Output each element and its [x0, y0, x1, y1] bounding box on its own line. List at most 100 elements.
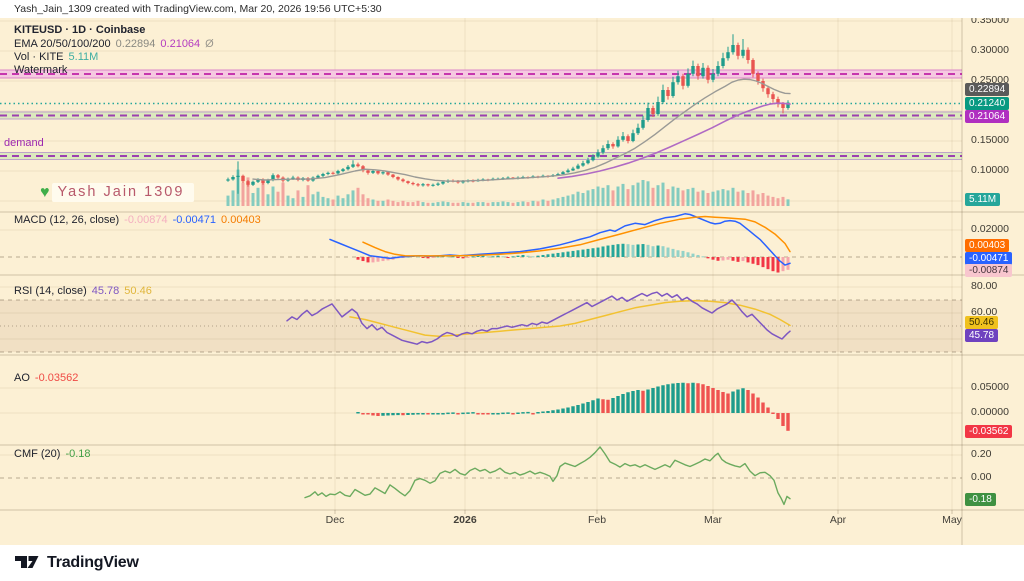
macd-hist-bar	[466, 257, 470, 258]
ao-bar	[746, 390, 750, 413]
macd-hist-bar	[561, 252, 565, 257]
axis-label-50.46: 50.46	[965, 316, 999, 329]
volume-bar	[331, 199, 335, 206]
ao-bar	[571, 406, 575, 413]
ao-bar	[681, 382, 685, 413]
axis-label-0.21064: 0.21064	[965, 110, 1010, 123]
ao-bar	[536, 412, 540, 414]
time-label-Dec[interactable]: Dec	[325, 514, 345, 526]
volume-bar	[626, 189, 630, 206]
volume-bar	[301, 196, 305, 206]
tradingview-logo-text[interactable]: TradingView	[47, 554, 139, 571]
footer-bar: TradingView	[0, 545, 1024, 581]
macd-hist-bar	[656, 245, 660, 257]
volume-bar	[326, 198, 330, 206]
candle-body	[441, 181, 445, 184]
macd-hist-bar	[636, 244, 640, 257]
rsi-legend[interactable]: RSI (14, close) 45.78 50.46	[14, 285, 152, 297]
candle-body	[226, 179, 230, 181]
watermark-indicator-legend[interactable]: Watermark	[14, 64, 67, 76]
ao-bar	[476, 413, 480, 415]
heart-icon: ♥	[40, 183, 50, 201]
volume-bar	[636, 182, 640, 206]
macd-legend[interactable]: MACD (12, 26, close) -0.00874 -0.00471 0.00…	[14, 214, 261, 226]
ao-bar	[431, 413, 435, 415]
rsi-band	[0, 300, 962, 352]
macd-hist-bar	[576, 250, 580, 257]
volume-bar	[291, 198, 295, 206]
volume-bar	[611, 190, 615, 206]
candle-body	[271, 175, 275, 180]
macd-hist-bar	[511, 256, 515, 258]
macd-hist-bar	[481, 255, 485, 257]
macd-hist-bar	[366, 257, 370, 263]
time-axis[interactable]	[0, 510, 962, 534]
volume-bar	[286, 195, 290, 206]
ao-bar	[426, 413, 430, 415]
time-label-May[interactable]: May	[942, 514, 962, 526]
volume-bar	[251, 193, 255, 206]
ao-bar	[771, 412, 775, 414]
macd-hist-bar	[571, 250, 575, 257]
ao-bar	[666, 384, 670, 413]
ao-bar	[541, 411, 545, 413]
ao-bar	[496, 413, 500, 415]
volume-legend[interactable]: Vol · KITE 5.11M	[14, 51, 98, 63]
ao-bar	[686, 383, 690, 413]
volume-bar	[336, 195, 340, 206]
volume-bar	[421, 202, 425, 206]
volume-bar	[281, 182, 285, 206]
volume-bar	[451, 202, 455, 206]
axis-label--0.03562: -0.03562	[965, 425, 1013, 438]
candle-body	[586, 160, 590, 164]
volume-label: Vol · KITE	[14, 51, 64, 63]
candle-body	[326, 172, 330, 174]
cmf-legend[interactable]: CMF (20) -0.18	[14, 448, 91, 460]
volume-bar	[476, 202, 480, 206]
volume-bar	[606, 185, 610, 206]
candle-body	[406, 181, 410, 183]
ao-bar	[591, 400, 595, 413]
candle-body	[561, 172, 565, 174]
time-label-Mar[interactable]: Mar	[703, 514, 723, 526]
ao-bar	[356, 412, 360, 414]
macd-hist-bar	[541, 254, 545, 257]
macd-hist-bar	[381, 257, 385, 262]
volume-bar	[766, 195, 770, 206]
volume-bar	[656, 185, 660, 206]
ghost-icon[interactable]: Ø	[205, 38, 214, 50]
candle-body	[691, 66, 695, 74]
time-label-Feb[interactable]: Feb	[587, 514, 607, 526]
ao-bar	[641, 390, 645, 413]
candle-body	[576, 165, 580, 169]
rsi-ma-value: 50.46	[124, 285, 152, 297]
ao-bar	[551, 410, 555, 413]
ao-label: AO	[14, 372, 30, 384]
volume-bar	[726, 190, 730, 206]
time-label-2026[interactable]: 2026	[453, 514, 477, 526]
volume-bar	[596, 186, 600, 206]
macd-hist-bar	[521, 254, 525, 257]
ao-bar	[381, 413, 385, 416]
ao-bar	[756, 397, 760, 413]
candle-body	[646, 108, 650, 120]
volume-bar	[516, 202, 520, 206]
macd-hist-bar	[566, 251, 570, 257]
volume-bar	[306, 185, 310, 206]
time-label-Apr[interactable]: Apr	[829, 514, 847, 526]
volume-bar	[396, 202, 400, 206]
ao-bar	[691, 382, 695, 413]
symbol-legend[interactable]: KITEUSD · 1D · Coinbase	[14, 24, 145, 36]
volume-bar	[426, 202, 430, 206]
candle-body	[711, 73, 715, 80]
ao-bar	[596, 398, 600, 413]
ao-legend[interactable]: AO -0.03562	[14, 372, 78, 384]
candle-body	[371, 171, 375, 173]
macd-hist-bar	[536, 255, 540, 257]
ema-legend[interactable]: EMA 20/50/100/200 0.22894 0.21064 Ø	[14, 38, 214, 50]
candle-body	[601, 148, 605, 153]
volume-bar	[751, 190, 755, 206]
user-watermark: ♥ Yash Jain 1309	[40, 183, 195, 202]
tradingview-logo-icon[interactable]	[14, 551, 40, 575]
ao-bar	[766, 407, 770, 413]
